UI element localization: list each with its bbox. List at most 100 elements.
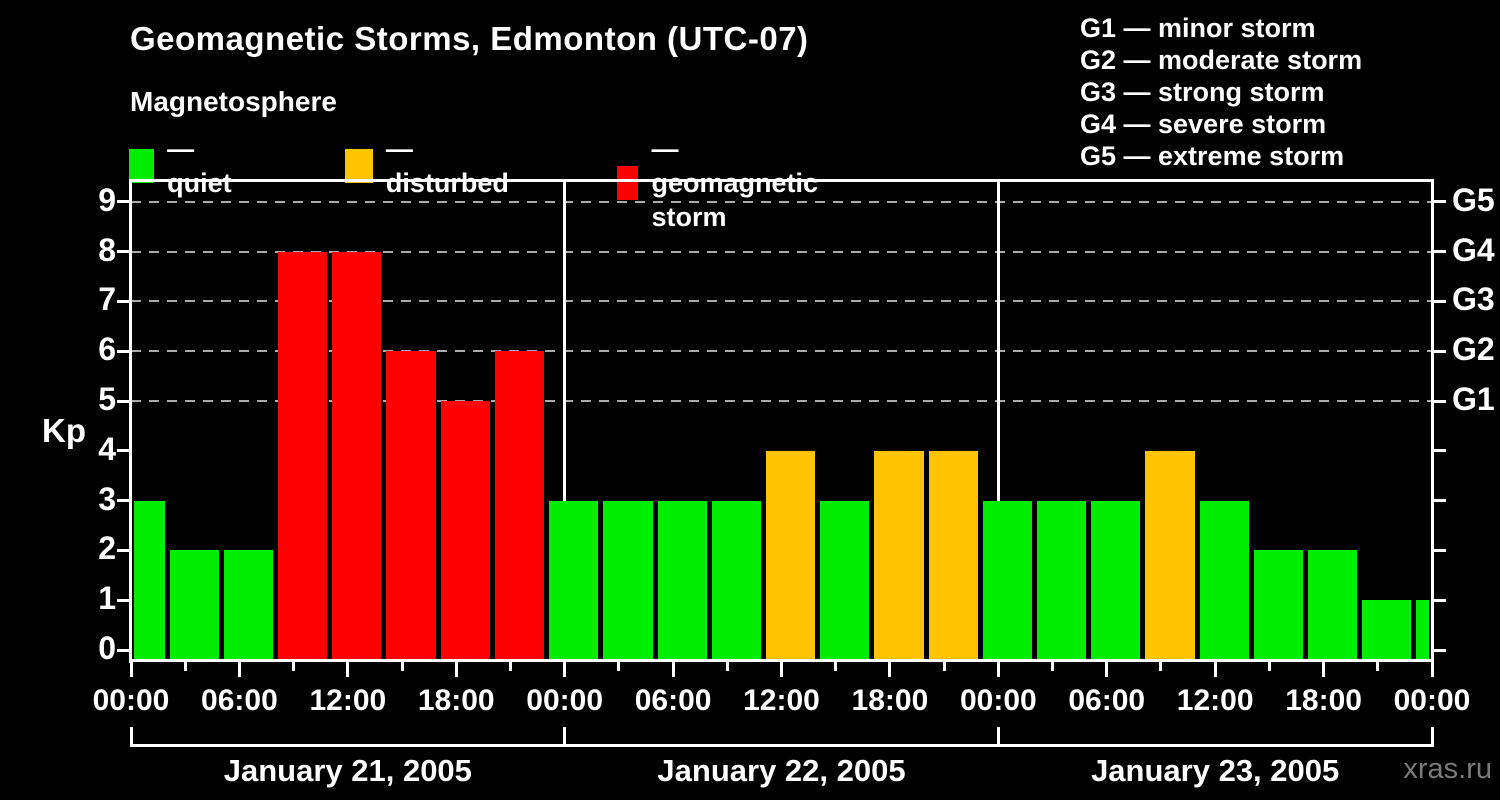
x-tick — [1430, 662, 1434, 677]
x-tick — [888, 662, 892, 677]
legend-label: — geomagnetic storm — [651, 134, 819, 232]
x-tick-label: 00:00 — [1393, 684, 1471, 717]
kp-bar — [1308, 550, 1358, 661]
x-tick-label: 12:00 — [743, 684, 820, 717]
plot-frame-left — [129, 179, 132, 663]
chart-subtitle: Magnetosphere — [130, 86, 337, 117]
y-tick-right — [1434, 399, 1446, 403]
x-tick — [237, 662, 241, 677]
plot-frame-bottom — [129, 659, 1434, 662]
y-tick — [117, 200, 129, 204]
y-tick-label: 9 — [98, 181, 116, 218]
x-tick — [1159, 662, 1163, 671]
x-tick — [725, 662, 729, 671]
legend-swatch — [617, 166, 639, 200]
x-tick-label: 18:00 — [417, 684, 495, 717]
kp-bar — [1416, 600, 1430, 661]
y-tick — [117, 449, 129, 453]
g-legend-item: G2 — moderate storm — [1080, 45, 1363, 75]
day-bracket-tick — [1430, 727, 1434, 747]
kp-bar — [765, 450, 816, 661]
watermark: xras.ru — [1403, 753, 1492, 785]
kp-bar — [1145, 450, 1195, 661]
y-tick — [117, 250, 129, 254]
y-tick-right — [1434, 648, 1446, 652]
x-tick — [1051, 662, 1055, 671]
kp-bar — [1253, 550, 1303, 661]
x-tick-label: 06:00 — [1068, 684, 1146, 717]
g-axis-label: G2 — [1452, 331, 1495, 368]
x-tick — [671, 662, 675, 677]
x-tick — [346, 662, 350, 677]
gridline — [131, 300, 1432, 303]
x-tick-label: 18:00 — [1285, 684, 1362, 717]
legend-swatch — [345, 149, 373, 183]
y-tick-label: 7 — [98, 281, 116, 318]
kp-bar — [820, 500, 870, 661]
y-tick-right — [1434, 200, 1446, 204]
x-tick-label: 12:00 — [1176, 684, 1254, 717]
x-tick-label: 06:00 — [634, 684, 712, 717]
date-label: January 22, 2005 — [657, 753, 906, 788]
y-tick — [117, 349, 129, 353]
y-tick — [117, 548, 129, 552]
x-tick — [617, 662, 621, 671]
y-tick — [117, 299, 129, 303]
x-tick — [1376, 662, 1380, 671]
gridline — [131, 200, 1432, 203]
day-separator-line — [996, 180, 1000, 662]
g-scale-legend: G1 — minor storm G2 — moderate storm G3 — … — [1080, 12, 1362, 172]
y-tick-right — [1434, 548, 1446, 552]
kp-bar — [223, 550, 274, 661]
y-tick — [117, 499, 129, 503]
x-tick — [1267, 662, 1271, 671]
x-tick — [508, 662, 512, 671]
g-legend-item: G1 — minor storm — [1080, 13, 1316, 43]
legend-label: — disturbed — [385, 134, 509, 198]
kp-bar — [494, 351, 545, 661]
x-tick — [454, 662, 458, 677]
y-tick-label: 4 — [98, 430, 116, 467]
kp-bar — [928, 450, 978, 661]
kp-bar — [386, 351, 436, 661]
y-tick-label: 5 — [98, 381, 116, 417]
kp-bar — [133, 500, 165, 661]
y-tick-right — [1434, 499, 1446, 503]
y-tick-label: 0 — [98, 630, 116, 666]
legend-label: — quiet — [167, 134, 232, 198]
legend-item: — geomagnetic storm — [617, 132, 831, 234]
date-label: January 21, 2005 — [223, 753, 472, 788]
y-tick-right — [1434, 299, 1446, 303]
kp-bar — [1362, 600, 1412, 661]
legend-item: — disturbed — [345, 132, 515, 200]
day-bracket-tick — [563, 727, 567, 747]
kp-bar — [1199, 500, 1249, 661]
gridline — [131, 350, 1432, 353]
x-tick — [834, 662, 838, 671]
y-tick-right — [1434, 250, 1446, 254]
day-separator-line — [563, 180, 567, 662]
y-tick-right — [1434, 598, 1446, 602]
g-legend-item: G4 — severe storm — [1080, 109, 1327, 139]
kp-bar — [549, 500, 599, 661]
plot-frame-right — [1431, 179, 1434, 663]
g-axis-label: G3 — [1452, 281, 1495, 318]
date-label: January 23, 2005 — [1091, 753, 1340, 788]
x-tick — [942, 662, 946, 671]
legend-item: — quiet — [129, 132, 240, 200]
y-tick-label: 2 — [98, 530, 116, 567]
day-bracket-tick — [996, 727, 1000, 747]
x-tick — [1105, 662, 1109, 677]
x-tick-label: 00:00 — [959, 684, 1037, 717]
g-legend-item: G3 — strong storm — [1080, 77, 1325, 107]
x-tick-label: 12:00 — [309, 684, 387, 717]
x-tick — [1322, 662, 1326, 677]
y-tick — [117, 648, 129, 652]
y-tick — [117, 598, 129, 602]
kp-bar — [169, 550, 219, 661]
x-tick-label: 00:00 — [92, 684, 170, 717]
x-tick — [996, 662, 1000, 677]
kp-bar — [1091, 500, 1141, 661]
y-tick-right — [1434, 449, 1446, 453]
